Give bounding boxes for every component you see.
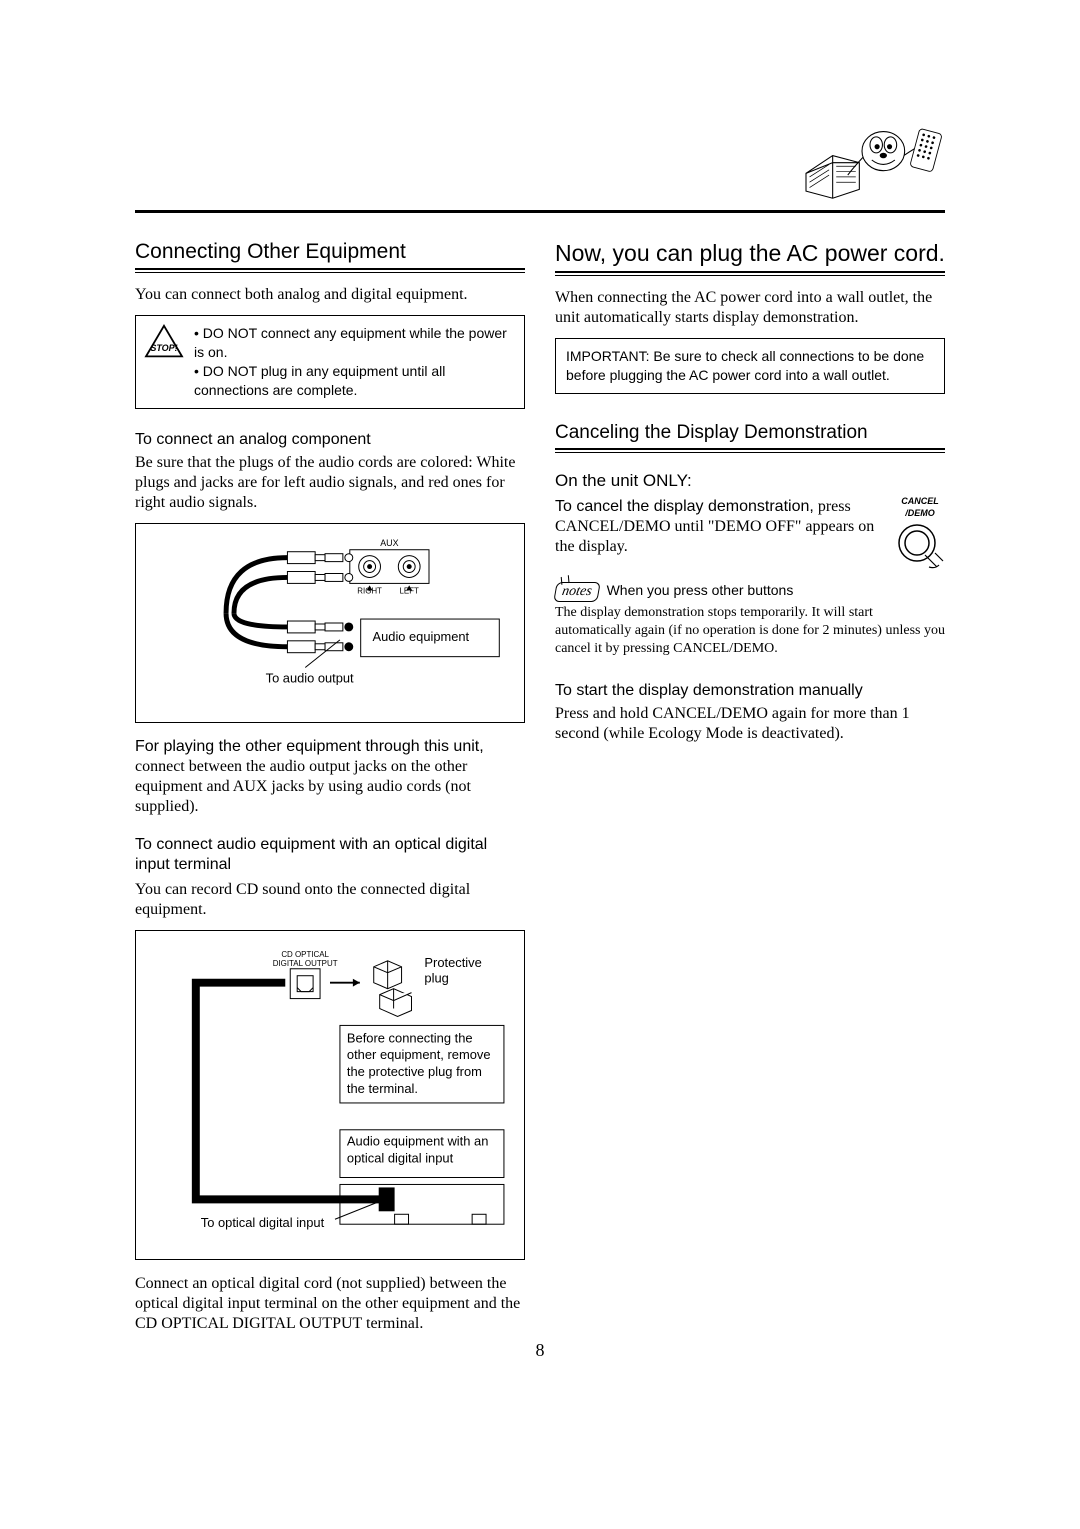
analog-after: For playing the other equipment through …	[135, 737, 525, 817]
rule	[555, 271, 945, 276]
notes-block: notes When you press other buttons The d…	[555, 582, 945, 659]
cancel-para: To cancel the display demonstration, pre…	[555, 497, 945, 557]
optical-body: You can record CD sound onto the connect…	[135, 880, 525, 920]
stop-icon: STOP!	[144, 324, 184, 360]
rule	[135, 268, 525, 273]
page-number: 8	[135, 1340, 945, 1361]
analog-after-body: connect between the audio output jacks o…	[135, 758, 471, 815]
notes-body: The display demonstration stops temporar…	[555, 604, 945, 659]
analog-body: Be sure that the plugs of the audio cord…	[135, 453, 525, 513]
start-head: To start the display demonstration manua…	[555, 682, 945, 700]
right-column: Now, you can plug the AC power cord. Whe…	[555, 240, 945, 1344]
cancel-label-2: /DEMO	[895, 509, 945, 518]
cancel-heading: Canceling the Display Demonstration	[555, 422, 945, 444]
cancel-demo-button-illustration: CANCEL /DEMO	[895, 497, 945, 576]
cd-optical-label-1: CD OPTICAL	[281, 950, 329, 959]
connecting-heading: Connecting Other Equipment	[135, 240, 525, 264]
analog-diagram: AUX RIGHT LEFT	[135, 523, 525, 723]
button-press-icon	[895, 521, 945, 571]
protective-plug-label-2: plug	[424, 971, 448, 986]
mascot-illustration	[795, 120, 945, 200]
warn-line-2: • DO NOT plug in any equipment until all…	[194, 362, 514, 400]
analog-subhead: To connect an analog component	[135, 431, 525, 449]
header-rule	[135, 210, 945, 213]
optical-diagram: CD OPTICAL DIGITAL OUTPUT Protective	[135, 930, 525, 1260]
on-unit-only: On the unit ONLY:	[555, 471, 945, 491]
left-column: Connecting Other Equipment You can conne…	[135, 240, 525, 1344]
audio-equipment-label: Audio equipment	[373, 628, 470, 643]
optical-subhead: To connect audio equipment with an optic…	[135, 835, 525, 877]
ac-heading: Now, you can plug the AC power cord.	[555, 240, 945, 267]
start-body: Press and hold CANCEL/DEMO again for mor…	[555, 704, 945, 744]
notes-head: When you press other buttons	[607, 582, 794, 598]
analog-after-head: For playing the other equipment through …	[135, 738, 484, 755]
cancel-label-1: CANCEL	[895, 497, 945, 506]
aux-label: AUX	[380, 537, 398, 547]
warn-line-1: • DO NOT connect any equipment while the…	[194, 324, 514, 362]
svg-text:STOP!: STOP!	[150, 343, 177, 353]
optical-after: Connect an optical digital cord (not sup…	[135, 1274, 525, 1334]
ac-body: When connecting the AC power cord into a…	[555, 288, 945, 328]
notes-icon: notes	[553, 582, 600, 602]
cd-optical-label-2: DIGITAL OUTPUT	[273, 959, 338, 968]
start-block: To start the display demonstration manua…	[555, 682, 945, 744]
important-box: IMPORTANT: Be sure to check all connecti…	[555, 338, 945, 394]
connecting-intro: You can connect both analog and digital …	[135, 285, 525, 305]
rule	[555, 448, 945, 453]
cancel-head: To cancel the display demonstration,	[555, 498, 814, 515]
before-connecting-text: Before connecting the other equipment, r…	[347, 1031, 498, 1098]
to-audio-output-label: To audio output	[266, 670, 354, 685]
audio-eq-optical-label: Audio equipment with an optical digital …	[347, 1134, 498, 1168]
protective-plug-label-1: Protective	[424, 955, 481, 970]
to-optical-label: To optical digital input	[201, 1215, 325, 1230]
warning-box: STOP! • DO NOT connect any equipment whi…	[135, 315, 525, 409]
